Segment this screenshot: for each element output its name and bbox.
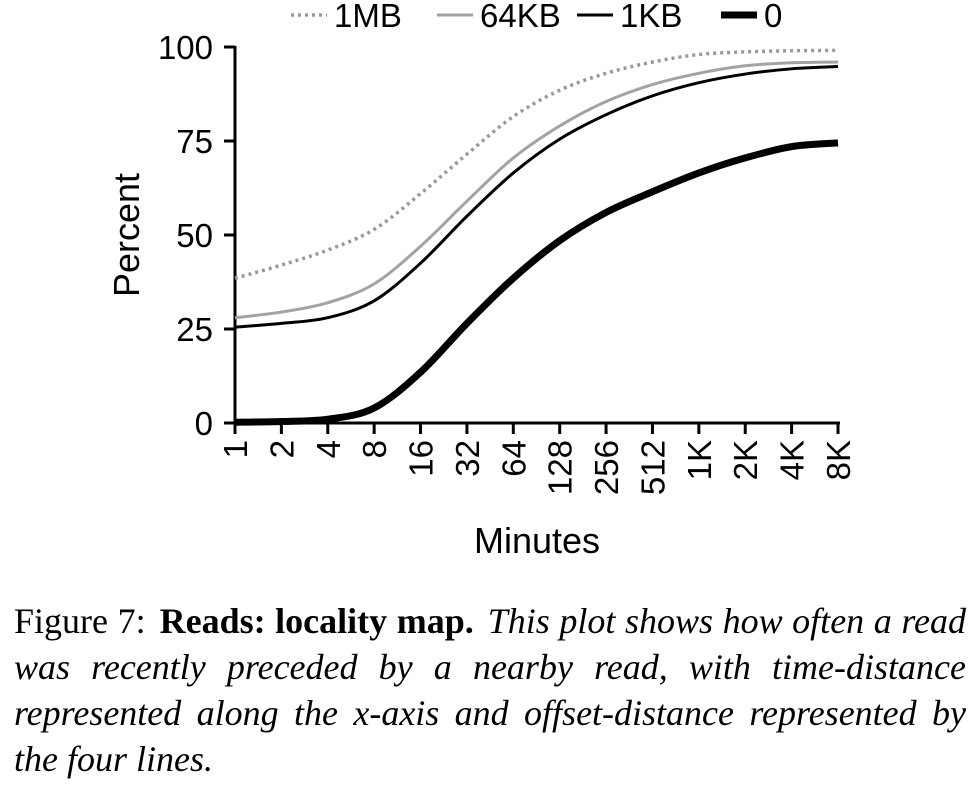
- x-tick-label: 2: [263, 440, 300, 458]
- figure-title: Reads: locality map.: [159, 601, 474, 641]
- series-line-1mb: [234, 48, 839, 280]
- figure-caption-body: This plot shows how often a read was rec…: [14, 601, 966, 779]
- y-ticks: 0 25 50 75 100: [158, 29, 235, 442]
- y-tick-label: 50: [176, 217, 213, 254]
- x-tick-label: 1: [217, 440, 254, 458]
- series-lines: [234, 48, 839, 426]
- legend-label: 64KB: [480, 0, 561, 34]
- series-line-1kb: [234, 65, 839, 329]
- x-tick-label: 512: [634, 440, 671, 495]
- x-tick-label: 4: [310, 440, 347, 458]
- x-tick-label: 32: [449, 440, 486, 477]
- x-axis-title: Minutes: [474, 520, 600, 561]
- y-tick-label: 100: [158, 29, 213, 66]
- locality-line-chart: 1MB 64KB 1KB 0 0 25 50 75 100 1 2 4 8 16 32 64 128 256 5…: [106, 0, 857, 561]
- y-tick-label: 0: [195, 405, 213, 442]
- series-line-0: [234, 139, 839, 426]
- legend-label: 1KB: [620, 0, 682, 34]
- x-tick-label: 16: [403, 440, 440, 477]
- figure-caption: Figure 7: Reads: locality map. This plot s…: [14, 598, 966, 782]
- figure-label: Figure 7:: [14, 601, 146, 641]
- x-tick-label: 128: [542, 440, 579, 495]
- chart-legend: 1MB 64KB 1KB 0: [291, 0, 782, 34]
- x-tick-label: 1K: [681, 440, 718, 480]
- x-tick-label: 4K: [774, 440, 811, 480]
- x-ticks: 1 2 4 8 16 32 64 128 256 512 1K 2K 4K 8K: [217, 423, 857, 495]
- x-tick-label: 256: [588, 440, 625, 495]
- x-tick-label: 8K: [820, 440, 857, 480]
- series-line-64kb: [234, 60, 839, 320]
- legend-label: 0: [764, 0, 782, 34]
- legend-label: 1MB: [334, 0, 402, 34]
- x-tick-label: 64: [495, 440, 532, 477]
- x-tick-label: 2K: [727, 440, 764, 480]
- y-axis-title: Percent: [106, 173, 147, 297]
- y-tick-label: 25: [176, 311, 213, 348]
- chart-axes: [233, 46, 840, 425]
- y-tick-label: 75: [176, 123, 213, 160]
- x-tick-label: 8: [356, 440, 393, 458]
